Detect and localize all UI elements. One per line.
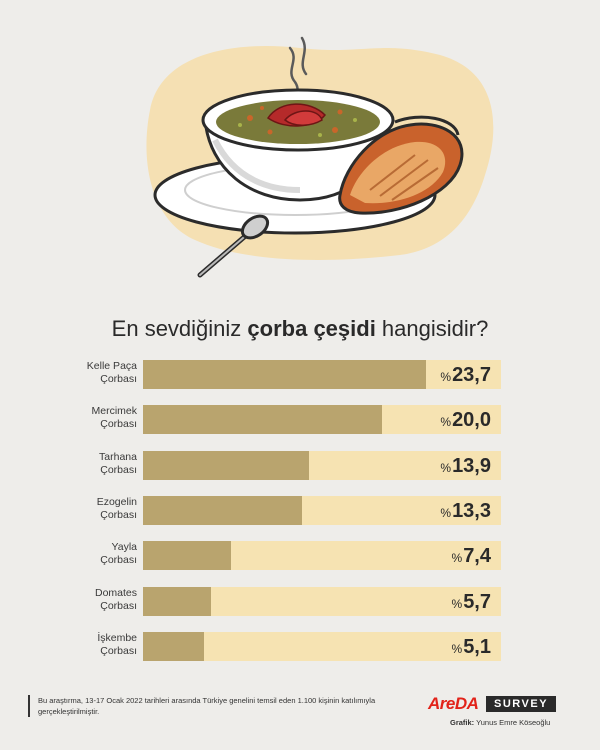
value-label: %5,7 bbox=[451, 590, 491, 613]
value-label: %23,7 bbox=[440, 364, 491, 386]
category-label: Mercimek Çorbası bbox=[91, 405, 137, 431]
category-label: Domates Çorbası bbox=[94, 586, 137, 612]
bar bbox=[143, 495, 302, 525]
spoon-icon bbox=[197, 214, 270, 278]
value-label: %13,9 bbox=[440, 454, 491, 477]
bread-icon bbox=[338, 115, 464, 215]
meat-garnish bbox=[266, 103, 326, 127]
category-label: Kelle Paça Çorbası bbox=[86, 360, 137, 385]
areda-logo: AreDA bbox=[428, 694, 479, 713]
value-label: %13,3 bbox=[440, 499, 491, 522]
bar-row: Domates Çorbası %5,7 bbox=[0, 586, 600, 616]
category-label: Ezogelin Çorbası bbox=[96, 495, 137, 521]
value-label: %5,1 bbox=[451, 635, 491, 658]
bar bbox=[143, 586, 212, 616]
chart-title: En sevdiğiniz çorba çeşidi hangisidir? bbox=[111, 316, 489, 341]
graphic-credit: Grafik: Yunus Emre Köseoğlu bbox=[450, 718, 551, 727]
category-label: İşkembe Çorbası bbox=[97, 631, 137, 657]
category-label: Tarhana Çorbası bbox=[99, 450, 137, 476]
bar bbox=[143, 405, 382, 435]
bar bbox=[143, 541, 232, 571]
bar bbox=[143, 450, 309, 480]
bar-row: İşkembe Çorbası %5,1 bbox=[0, 631, 600, 661]
soup-illustration bbox=[146, 36, 494, 278]
bar-chart: Kelle Paça Çorbası %23,7 Mercimek Çorbası %20… bbox=[0, 350, 600, 680]
bar-row: Yayla Çorbası %7,4 bbox=[0, 541, 600, 571]
bar-row: Mercimek Çorbası %20,0 bbox=[0, 405, 600, 435]
bar-row: Tarhana Çorbası %13,9 bbox=[0, 450, 600, 480]
value-label: %20,0 bbox=[440, 409, 491, 432]
survey-note: Bu araştırma, 13-17 Ocak 2022 tarihleri … bbox=[28, 695, 398, 717]
value-label: %7,4 bbox=[451, 545, 491, 568]
bar bbox=[143, 631, 204, 661]
category-label: Yayla Çorbası bbox=[100, 541, 137, 567]
brand-block: AreDA SURVEY Grafik: Yunus Emre Köseoğlu bbox=[428, 694, 578, 734]
bar-row: Ezogelin Çorbası %13,3 bbox=[0, 495, 600, 525]
survey-badge: SURVEY bbox=[486, 696, 557, 712]
bar bbox=[143, 360, 426, 389]
bar-row: Kelle Paça Çorbası %23,7 bbox=[0, 360, 600, 389]
